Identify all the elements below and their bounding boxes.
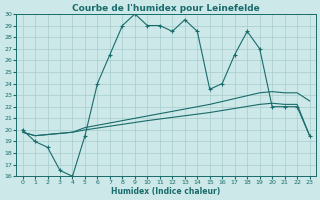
- Title: Courbe de l'humidex pour Leinefelde: Courbe de l'humidex pour Leinefelde: [72, 4, 260, 13]
- X-axis label: Humidex (Indice chaleur): Humidex (Indice chaleur): [111, 187, 221, 196]
